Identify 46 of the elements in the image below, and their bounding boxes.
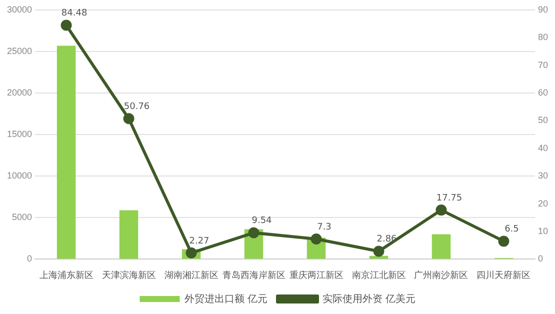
y2-tick-label: 60	[538, 88, 548, 98]
data-label: 17.75	[436, 193, 462, 204]
point	[498, 236, 510, 247]
y2-tick-label: 40	[538, 142, 548, 153]
data-label: 84.48	[61, 8, 88, 19]
x-tick-label: 上海浦东新区	[39, 270, 94, 280]
point	[186, 247, 197, 258]
bar	[119, 210, 138, 259]
data-label: 2.86	[376, 234, 398, 245]
x-tick-label: 四川天府新区	[476, 270, 531, 280]
y-tick-label: 15000	[6, 129, 32, 140]
data-label: 2.27	[189, 236, 210, 246]
point	[248, 227, 260, 238]
y-tick-label: 25000	[6, 46, 32, 56]
data-label: 9.54	[252, 216, 272, 226]
legend-label: 实际使用外资 亿美元	[322, 292, 416, 305]
point	[373, 246, 384, 257]
x-tick-label: 湖南湘江新区	[164, 270, 218, 280]
x-tick-label: 广州南沙新区	[414, 270, 468, 280]
data-label: 7.3	[317, 222, 332, 232]
data-label: 6.5	[504, 224, 519, 235]
y2-tick-label: 90	[538, 4, 548, 14]
x-tick-label: 重庆两江新区	[289, 270, 344, 280]
x-tick-label: 南京江北新区	[352, 270, 406, 280]
point	[310, 233, 322, 244]
y-tick-label: 20000	[6, 88, 32, 98]
x-tick-label: 天津滨海新区	[102, 270, 156, 280]
y2-tick-label: 50	[538, 115, 548, 126]
y2-tick-label: 30	[538, 170, 548, 181]
y-tick-label: 30000	[6, 4, 32, 14]
point	[436, 204, 447, 216]
point	[60, 20, 72, 31]
y-tick-label: 0	[27, 254, 32, 264]
bar	[56, 46, 76, 259]
data-label: 50.76	[124, 102, 150, 112]
y2-tick-label: 70	[538, 60, 548, 70]
y2-tick-label: 0	[538, 254, 544, 264]
y2-tick-label: 10	[538, 226, 548, 236]
x-tick-label: 青岛西海岸新区	[222, 270, 286, 280]
bar	[432, 234, 451, 259]
legend-label: 外贸进出口额 亿元	[184, 292, 268, 305]
y2-tick-label: 80	[538, 32, 548, 42]
point	[123, 113, 134, 124]
y-tick-label: 5000	[12, 212, 32, 222]
y-tick-label: 10000	[6, 170, 32, 181]
y2-tick-label: 20	[538, 198, 548, 208]
